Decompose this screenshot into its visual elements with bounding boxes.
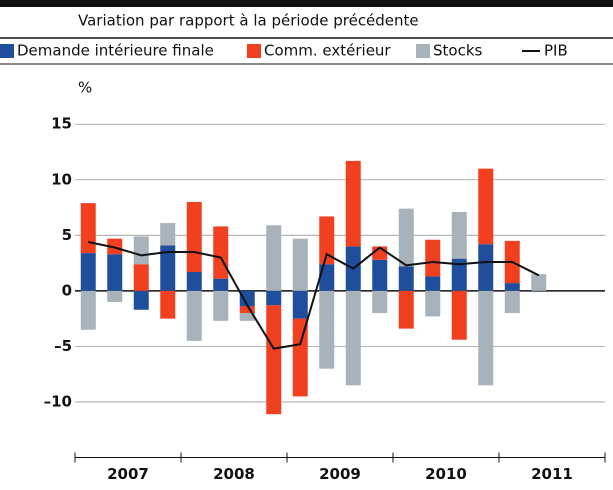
bar bbox=[239, 306, 255, 314]
bar bbox=[186, 290, 202, 341]
y-tick-label: –5 bbox=[54, 337, 72, 355]
line bbox=[88, 240, 540, 350]
bar bbox=[425, 239, 441, 277]
bar bbox=[266, 290, 282, 306]
bar bbox=[266, 305, 282, 415]
bar bbox=[80, 253, 96, 291]
x-tick-label: 2009 bbox=[319, 465, 361, 483]
x-tick-label: 2010 bbox=[425, 465, 467, 483]
legend-label: Demande intérieure finale bbox=[17, 42, 214, 60]
bar bbox=[213, 290, 229, 321]
legend-swatch bbox=[0, 44, 14, 58]
bar bbox=[133, 264, 149, 291]
chart-subtitle: Variation par rapport à la période précé… bbox=[78, 12, 419, 30]
bar bbox=[398, 290, 414, 329]
bar bbox=[345, 290, 361, 386]
legend-label: Stocks bbox=[433, 42, 483, 60]
bar bbox=[107, 290, 123, 302]
bar bbox=[372, 259, 388, 291]
y-tick-label: 5 bbox=[62, 226, 72, 244]
bar bbox=[451, 258, 467, 291]
bar bbox=[80, 290, 96, 330]
bar bbox=[478, 290, 494, 386]
legend-swatch bbox=[247, 44, 261, 58]
bar bbox=[213, 226, 229, 279]
bar bbox=[292, 318, 308, 397]
bar bbox=[292, 290, 308, 319]
y-tick-label: 10 bbox=[51, 170, 72, 188]
bar bbox=[478, 244, 494, 291]
bar bbox=[451, 290, 467, 340]
bar bbox=[266, 225, 282, 291]
bar bbox=[398, 208, 414, 267]
bar bbox=[160, 290, 176, 319]
bar bbox=[292, 238, 308, 291]
bar bbox=[425, 290, 441, 317]
bar bbox=[107, 238, 123, 255]
bar bbox=[107, 254, 123, 291]
x-tick-label: 2007 bbox=[107, 465, 149, 483]
bar bbox=[160, 223, 176, 246]
x-tick-label: 2008 bbox=[213, 465, 255, 483]
bar bbox=[345, 160, 361, 247]
legend: Demande intérieure finale Comm. extérieur… bbox=[0, 42, 568, 60]
bar bbox=[319, 216, 335, 265]
bar bbox=[133, 236, 149, 265]
bar bbox=[213, 278, 229, 291]
bar bbox=[425, 276, 441, 291]
legend-label: Comm. extérieur bbox=[264, 42, 391, 60]
top-rule bbox=[0, 0, 613, 7]
bar bbox=[478, 168, 494, 245]
bar bbox=[372, 290, 388, 314]
y-tick-label: 15 bbox=[51, 115, 72, 133]
bar bbox=[239, 313, 255, 321]
bar bbox=[80, 203, 96, 254]
x-tick-label: 2011 bbox=[531, 465, 573, 483]
bar bbox=[160, 245, 176, 291]
bar bbox=[319, 290, 335, 369]
y-unit: % bbox=[78, 79, 92, 97]
bar bbox=[186, 201, 202, 272]
legend-swatch bbox=[416, 44, 430, 58]
bar bbox=[133, 290, 149, 310]
bar bbox=[239, 290, 255, 307]
bar bbox=[186, 271, 202, 291]
y-tick-label: 0 bbox=[62, 281, 72, 299]
bar bbox=[451, 211, 467, 259]
bar bbox=[398, 266, 414, 291]
bar bbox=[504, 290, 520, 314]
y-tick-label: –10 bbox=[44, 392, 72, 410]
bar bbox=[504, 283, 520, 291]
bar bbox=[531, 274, 547, 291]
bar bbox=[319, 264, 335, 291]
legend-label: PIB bbox=[544, 42, 568, 60]
